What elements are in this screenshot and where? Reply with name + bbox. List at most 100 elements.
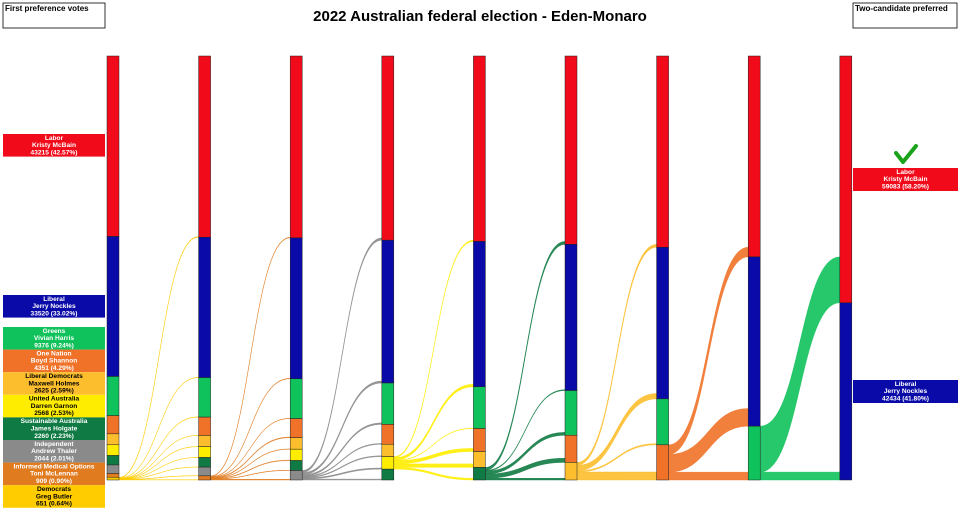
segment	[198, 416, 211, 436]
candidate-party: Democrats	[37, 486, 71, 493]
candidate-vote-label: 59083 (58.20%)	[882, 183, 929, 190]
segment	[198, 55, 211, 238]
candidate-party: Greens	[43, 328, 66, 335]
candidate-vote-label: 2568 (2.53%)	[34, 410, 74, 417]
segment	[106, 444, 120, 456]
candidate-party: United Australia	[29, 396, 80, 403]
segment	[564, 244, 578, 391]
segment	[656, 55, 669, 248]
segment	[656, 247, 669, 400]
segment	[473, 386, 486, 429]
segment	[198, 466, 211, 477]
segment	[198, 475, 211, 481]
segment	[473, 467, 486, 481]
candidate-box	[3, 417, 105, 440]
candidate-vote-label: 2044 (2.01%)	[34, 455, 74, 462]
segment	[289, 55, 303, 239]
candidate-box	[3, 134, 105, 157]
flow	[576, 471, 657, 481]
candidate-name: Kristy McBain	[884, 176, 928, 183]
candidate-vote-label: 909 (0.90%)	[36, 478, 72, 485]
candidate-name: Jerry Nockles	[32, 303, 76, 310]
flow	[210, 448, 291, 479]
segment	[198, 446, 211, 458]
candidate-party: Labor	[896, 169, 915, 176]
candidate-name: Maxwell Holmes	[29, 380, 80, 387]
segment	[106, 376, 120, 416]
candidate-vote-label: 2625 (2.59%)	[34, 388, 74, 395]
segment	[289, 437, 303, 450]
candidate-name: Toni McLennan	[30, 471, 78, 478]
segment	[656, 398, 669, 446]
candidate-name: Vivian Harris	[34, 335, 75, 342]
segment	[289, 460, 303, 471]
flow	[210, 436, 291, 479]
candidate-party: One Nation	[36, 350, 71, 357]
segment	[381, 424, 395, 445]
segment	[381, 456, 395, 470]
candidate-box	[853, 380, 958, 403]
left-header-box	[2, 2, 106, 29]
segment	[564, 462, 578, 481]
flow	[760, 256, 840, 473]
candidate-name: Darren Garnon	[31, 403, 78, 410]
left-header: First preference votes	[5, 4, 89, 13]
segment	[289, 237, 303, 380]
segment	[473, 241, 486, 388]
candidate-box	[3, 394, 105, 418]
segment	[747, 256, 761, 427]
candidate-party: Informed Medical Options	[14, 463, 95, 470]
candidate-party: Labor	[45, 135, 64, 142]
segment	[198, 435, 211, 447]
segment	[106, 464, 120, 474]
flow	[393, 467, 474, 481]
segment	[473, 428, 486, 452]
columns	[106, 55, 853, 481]
flow	[668, 471, 749, 481]
segment	[747, 425, 761, 481]
candidate-box	[3, 440, 105, 463]
candidate-box	[3, 327, 105, 350]
flow	[118, 377, 199, 479]
candidate-name: Boyd Shannon	[31, 358, 78, 365]
flow	[760, 471, 840, 481]
candidate-vote-label: 9376 (9.24%)	[34, 342, 74, 349]
candidate-vote-label: 43215 (42.57%)	[31, 149, 78, 156]
flow	[118, 446, 199, 480]
segment	[289, 448, 303, 461]
candidate-name: James Holgate	[31, 425, 78, 432]
flow	[302, 478, 382, 481]
segment	[289, 418, 303, 438]
segment	[106, 433, 120, 446]
candidate-box	[3, 372, 105, 395]
right-header: Two-candidate preferred	[855, 4, 948, 13]
segment	[198, 377, 211, 418]
chart-title: 2022 Australian federal election - Eden-…	[313, 8, 647, 25]
segment	[106, 415, 120, 435]
candidate-vote-label: 4351 (4.29%)	[34, 365, 74, 372]
candidate-party: Sustainable Australia	[21, 418, 88, 425]
segment	[564, 390, 578, 436]
right-header-box	[852, 2, 958, 29]
segment	[106, 236, 120, 377]
candidate-name: Greg Butler	[36, 493, 73, 500]
segment	[106, 55, 120, 237]
segment	[381, 468, 395, 481]
flow	[210, 479, 291, 481]
candidate-box	[853, 168, 958, 191]
flow	[210, 378, 291, 478]
segment	[839, 302, 853, 481]
candidate-vote-label: 651 (0.64%)	[36, 501, 72, 508]
flow	[485, 478, 566, 481]
candidate-box	[3, 349, 105, 373]
segment	[198, 457, 211, 468]
segment	[381, 382, 395, 425]
segment	[289, 470, 303, 481]
flow	[118, 236, 199, 479]
segment	[473, 451, 486, 468]
candidate-name: Jerry Nockles	[884, 388, 928, 395]
segment	[106, 455, 120, 466]
candidate-name: Kristy McBain	[32, 142, 76, 149]
segment	[473, 55, 486, 242]
